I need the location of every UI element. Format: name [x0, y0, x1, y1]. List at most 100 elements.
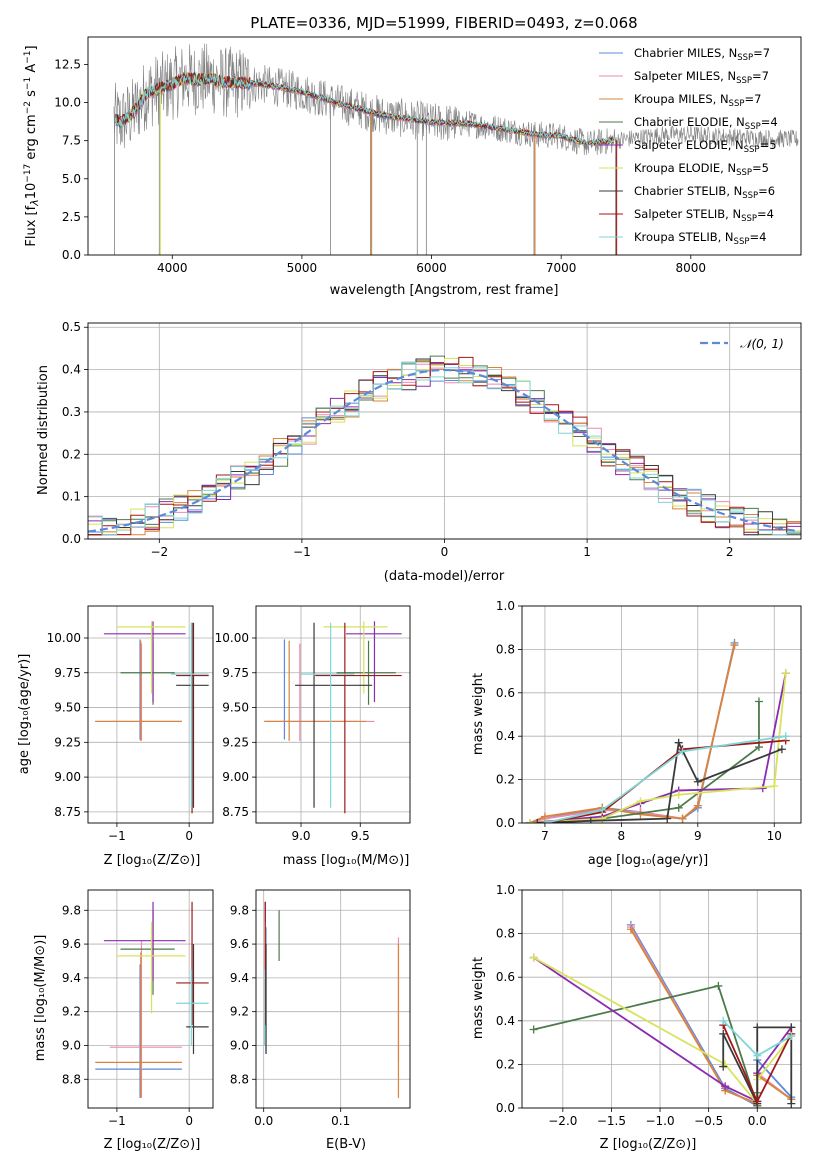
legend-label-sub: SSP [729, 99, 745, 109]
x-tick-label: 0 [185, 1114, 193, 1128]
legend-label-sub: SSP [736, 168, 752, 178]
x-tick-label: −1 [108, 829, 126, 843]
legend-label-sub: SSP [737, 53, 753, 63]
mass-z-ylabel: mass [log₁₀(M/M⊙)] [33, 935, 48, 1062]
weight-point-marker [529, 1025, 538, 1034]
legend-label-text: Chabrier MILES, N [634, 46, 737, 60]
y-tick-label: 9.00 [222, 770, 249, 784]
y-tick-label: 9.8 [230, 903, 249, 917]
weight-series-line [529, 644, 736, 823]
weight-point-marker [754, 743, 763, 752]
y-tick-label: 8.75 [54, 805, 81, 819]
weight-point-marker [719, 1062, 728, 1071]
residuals-ylabel: Normed distribution [36, 365, 51, 495]
spectrum-xlabel: wavelength [Angstrom, rest frame] [330, 283, 559, 298]
mass_vs_ebv-frame [255, 889, 411, 1109]
legend-label-tail: =6 [758, 184, 775, 198]
y-tick-label: 0.6 [496, 970, 515, 984]
age_vs_mass-frame [255, 605, 411, 824]
plots-layer: 4000 5000 6000 7000 80000.02.55.07.510.012.5… [47, 36, 802, 1128]
x-tick-label: 0.0 [254, 1114, 273, 1128]
weight-point-marker [598, 805, 607, 814]
mass_vs_ebv-axes: 0.0 0.1 8.8 9.0 9.2 9.4 9.6 9.8 [230, 890, 410, 1128]
x-tick-label: −1 [293, 545, 311, 559]
legend-label-sub: SSP [745, 122, 761, 132]
y-tick-label: 9.50 [54, 701, 81, 715]
legend-label-text: Kroupa ELODIE, N [634, 161, 736, 175]
spectrum-axes: 4000 5000 6000 7000 8000 0.0 2.5 5.0 7.5 10.0 12.5 [54, 57, 706, 275]
weight-series-line [529, 642, 736, 823]
x-tick-label: 0.1 [331, 1114, 350, 1128]
y-tick-label: 2.5 [62, 210, 81, 224]
weight-series-line [529, 644, 736, 823]
age_vs_mass-errorbars [264, 621, 402, 814]
weight-point-marker [529, 953, 538, 962]
age_vs_mass-axes: 9.0 9.5 8.75 9.00 9.25 9.50 9.75 10.00 [215, 606, 410, 843]
weight-point-marker [674, 803, 683, 812]
y-tick-label: 0.8 [496, 927, 515, 941]
weight-point-marker [678, 747, 687, 756]
mass_vs_z-errorbars [95, 901, 209, 1098]
y-tick-label: 0.8 [496, 642, 515, 656]
y-tick-label: 9.75 [222, 666, 249, 680]
y-tick-label: 1.0 [496, 883, 515, 897]
weight-series-line [537, 739, 783, 823]
y-tick-label: 5.0 [62, 172, 81, 186]
histogram-step-line [88, 356, 801, 536]
legend-label: Chabrier STELIB, NSSP=6 [634, 184, 775, 201]
legend-label: Kroupa ELODIE, NSSP=5 [634, 161, 769, 178]
y-tick-label: 0.4 [496, 729, 515, 743]
legend-label-text: Chabrier STELIB, N [634, 184, 742, 198]
weight-z-ylabel: mass weight [471, 957, 486, 1039]
weight-point-marker [626, 925, 635, 934]
y-tick-label: 9.2 [230, 1005, 249, 1019]
x-tick-label: 1 [583, 545, 591, 559]
weight-point-marker [663, 814, 672, 823]
y-tick-label: 0.2 [62, 447, 81, 461]
x-tick-label: 10 [767, 829, 782, 843]
y-tick-label: 7.5 [62, 134, 81, 148]
legend-label-tail: =5 [752, 161, 769, 175]
x-tick-label: 0.0 [748, 1114, 767, 1128]
y-tick-label: 9.25 [54, 735, 81, 749]
residuals-frame [87, 322, 802, 540]
y-tick-label: 0.0 [496, 816, 515, 830]
age-mass-xlabel: mass [log₁₀(M/M⊙)] [283, 853, 410, 868]
y-tick-label: 9.50 [222, 701, 249, 715]
weight-point-marker [721, 1082, 730, 1091]
legend-label: Salpeter MILES, NSSP=7 [634, 69, 769, 86]
weight-age-ylabel: mass weight [471, 673, 486, 755]
weight-age-xlabel: age [log₁₀(age/yr)] [588, 853, 709, 868]
legend-label-sub: SSP [741, 214, 757, 224]
legend-label-sub: SSP [736, 76, 752, 86]
weight-series-line [630, 924, 792, 1108]
y-tick-label: 0.2 [496, 773, 515, 787]
legend-label: Chabrier MILES, NSSP=7 [634, 46, 770, 63]
y-tick-label: 9.75 [54, 666, 81, 680]
weight-point-marker [770, 782, 779, 791]
spectrum-ylabel: Flux [fλ10−17 erg cm−2 s−1 A−1] [23, 45, 41, 246]
x-tick-label: −1 [108, 1114, 126, 1128]
weight-series-line [529, 673, 787, 823]
weight_vs_age-axes: 7 8 9 10 0.0 0.2 0.4 0.6 0.8 1.0 [496, 599, 801, 843]
weight-point-marker [714, 981, 723, 990]
legend-label-tail: =7 [752, 69, 769, 83]
y-tick-label: 0.2 [496, 1057, 515, 1071]
y-tick-label: 9.6 [62, 937, 81, 951]
y-tick-label: 10.0 [54, 96, 81, 110]
weight-point-marker [719, 1016, 728, 1025]
x-tick-label: 9.0 [291, 829, 310, 843]
x-tick-label: 0 [441, 545, 449, 559]
legend-label-text: Kroupa STELIB, N [634, 230, 734, 244]
weight-point-marker [787, 1032, 796, 1041]
y-tick-label: 8.8 [230, 1072, 249, 1086]
y-tick-label: 0.4 [496, 1014, 515, 1028]
mass-ebv-xlabel: E(B-V) [326, 1137, 366, 1152]
y-tick-label: 10.00 [215, 631, 249, 645]
y-tick-label: 9.25 [222, 735, 249, 749]
age_vs_z-axes: −1 0 8.75 9.00 9.25 9.50 9.75 10.00 [47, 606, 213, 843]
weight-point-marker [781, 669, 790, 678]
x-tick-label: 7000 [546, 261, 577, 275]
y-tick-label: 1.0 [496, 599, 515, 613]
